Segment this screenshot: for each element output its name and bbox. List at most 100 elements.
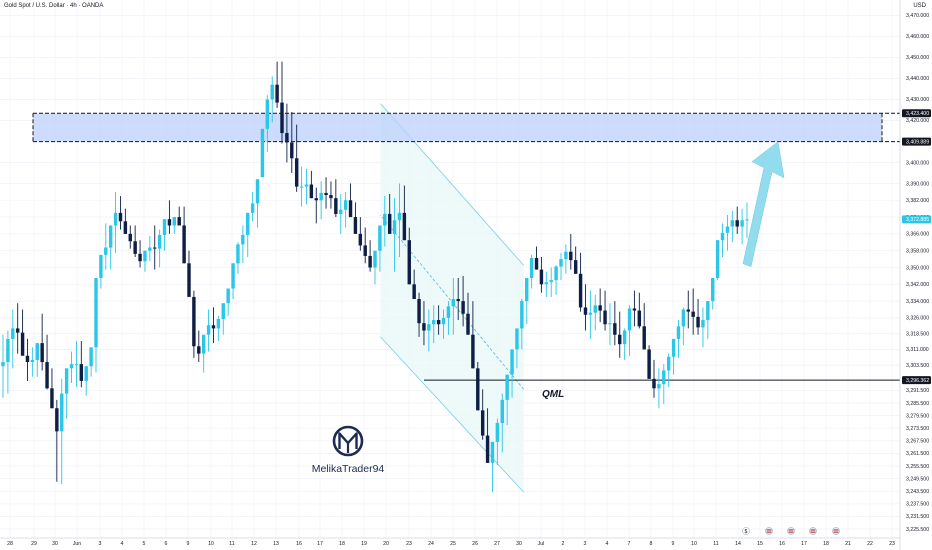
chart-title: Gold Spot / U.S. Dollar · 4h · OANDA <box>4 3 104 9</box>
candle <box>236 242 240 274</box>
price-tick-label: 3,382.000 <box>906 198 929 204</box>
time-axis[interactable]: 28 29 30 Jun 3 4 5 6 9 10 11 12 13 16 17 18 19 20 23 24 25 26… <box>7 541 895 547</box>
candle-body <box>515 328 519 350</box>
candle <box>275 61 279 108</box>
candle-body <box>60 393 64 432</box>
candle-body <box>740 220 744 227</box>
candle <box>373 250 377 285</box>
candle <box>167 200 172 234</box>
candle <box>480 389 485 440</box>
candle-body <box>578 273 583 308</box>
candle-body <box>495 422 500 442</box>
candle <box>490 441 495 493</box>
candle-body <box>11 328 15 339</box>
candle-body <box>500 399 504 423</box>
candle <box>192 290 196 358</box>
candle <box>407 227 411 285</box>
time-tick-label: Jun <box>73 541 81 547</box>
time-tick-label: 2 <box>562 541 565 547</box>
currency-label[interactable]: USD <box>913 3 926 9</box>
candle <box>285 103 289 163</box>
candle <box>583 284 588 331</box>
candle <box>618 311 622 358</box>
time-tick-label: 23 <box>889 541 895 547</box>
candle <box>206 309 211 352</box>
candle <box>701 307 705 348</box>
candle <box>162 219 167 251</box>
candle <box>138 240 142 268</box>
candle-body <box>480 410 485 436</box>
price-tag: 3,409.889 <box>902 137 931 146</box>
candle-body <box>231 263 235 289</box>
candle-body <box>304 184 309 187</box>
candle-body <box>309 184 314 199</box>
candle <box>544 271 549 297</box>
candle-body <box>15 328 20 333</box>
candle <box>108 225 113 270</box>
candle <box>294 124 299 192</box>
candle <box>55 399 59 482</box>
candle <box>348 183 353 218</box>
candle <box>113 191 118 253</box>
candle-body <box>735 220 739 227</box>
candle <box>157 229 162 268</box>
candle <box>549 267 553 297</box>
candle-body <box>583 307 588 315</box>
candle <box>133 225 137 257</box>
time-tick-label: 5 <box>143 541 146 547</box>
candle-body <box>706 301 710 321</box>
time-tick-label: 19 <box>361 541 367 547</box>
candle <box>387 193 392 234</box>
candle-body <box>260 128 265 178</box>
candle-body <box>64 368 69 394</box>
candle <box>627 305 632 356</box>
candle-body <box>329 195 333 199</box>
candle <box>20 309 25 356</box>
candle-body <box>476 368 480 411</box>
candle-body <box>534 258 539 270</box>
resistance-zone <box>32 112 900 143</box>
candle-body <box>549 280 553 283</box>
candle-body <box>407 240 411 285</box>
candle-body <box>686 309 690 312</box>
price-tick-label: 3,400.000 <box>906 160 929 166</box>
candle <box>715 240 720 281</box>
price-axis[interactable]: 3,470.000 3,460.000 3,450.000 3,440.000 3,43… <box>906 13 929 533</box>
time-tick-label: 9 <box>672 541 675 547</box>
candle <box>94 278 98 373</box>
flag-stripe <box>833 531 839 533</box>
candlestick-series <box>1 61 749 493</box>
price-tag-text: 3,423.400 <box>906 111 929 117</box>
candle-body <box>250 203 255 213</box>
candle <box>451 278 456 335</box>
logo-text: MelikaTrader94 <box>312 463 385 475</box>
time-tick-label: 12 <box>251 541 257 547</box>
price-tag-box <box>902 215 931 224</box>
time-tick-label: 18 <box>823 541 829 547</box>
candle-body <box>701 320 705 328</box>
time-tick-label: 10 <box>208 541 214 547</box>
candle-body <box>593 305 597 313</box>
candle <box>153 225 157 270</box>
event-markers[interactable]: $ <box>742 527 840 535</box>
candle <box>187 250 191 297</box>
candle-body <box>265 99 270 129</box>
candle-body <box>451 299 456 307</box>
candle-body <box>647 349 651 379</box>
candle <box>104 223 108 270</box>
candle <box>378 225 382 272</box>
candle-body <box>681 309 686 327</box>
candle-body <box>270 84 274 100</box>
candle-body <box>422 323 426 331</box>
candle-body <box>427 324 431 331</box>
time-tick-label: 24 <box>428 541 434 547</box>
candle <box>35 343 39 377</box>
candle <box>485 408 490 463</box>
price-tick-label: 3,261.500 <box>906 451 929 457</box>
time-tick-label: 17 <box>317 541 323 547</box>
candle-body <box>172 217 177 226</box>
candle <box>309 170 314 199</box>
candle <box>466 292 470 335</box>
candle-body <box>569 251 573 261</box>
